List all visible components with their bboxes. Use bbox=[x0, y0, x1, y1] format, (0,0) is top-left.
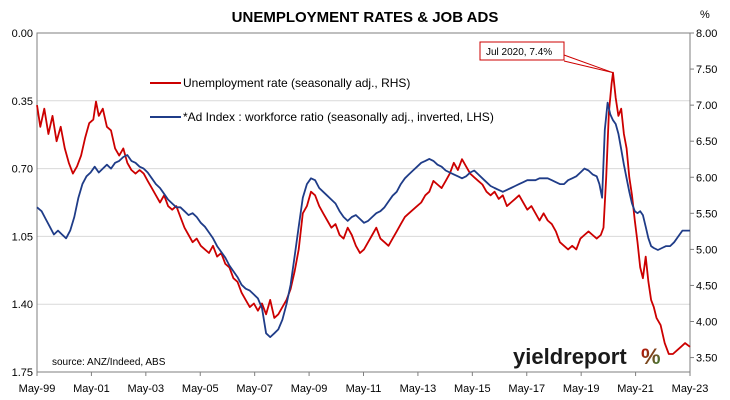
left-tick-label: 0.70 bbox=[12, 164, 33, 176]
x-tick-label: May-09 bbox=[291, 383, 328, 395]
right-axis-ticks: 3.50 4.00 4.50 5.00 5.50 6.00 6.50 7.00 7.50 8.00 bbox=[690, 28, 717, 365]
legend-label-unemployment: Unemployment rate (seasonally adj., RHS) bbox=[183, 76, 410, 90]
logo-wordmark: yieldreport bbox=[513, 344, 627, 369]
annotation-label: Jul 2020, 7.4% bbox=[486, 47, 552, 58]
logo-percent-sign: % bbox=[641, 344, 661, 369]
x-tick-label: May-13 bbox=[400, 383, 437, 395]
right-tick-label: 3.50 bbox=[696, 353, 717, 365]
left-axis-ticks: 0.00 0.35 0.70 1.05 1.40 1.75 bbox=[12, 28, 33, 379]
annotation-leader bbox=[563, 60, 614, 74]
unemployment-rate-line bbox=[36, 71, 691, 355]
right-tick-label: 6.00 bbox=[696, 172, 717, 184]
annotation-leader bbox=[563, 54, 614, 74]
ad-index-line bbox=[36, 101, 690, 338]
left-tick-label: 0.00 bbox=[12, 28, 33, 40]
right-axis-unit: % bbox=[700, 9, 710, 21]
source-note: source: ANZ/Indeed, ABS bbox=[52, 357, 166, 368]
x-tick-label: May-17 bbox=[508, 383, 545, 395]
x-tick-label: May-03 bbox=[127, 383, 164, 395]
right-tick-label: 7.00 bbox=[696, 100, 717, 112]
peak-annotation: Jul 2020, 7.4% bbox=[479, 41, 614, 74]
x-axis-ticks: May-99 May-01 May-03 May-05 May-07 May-09 May-… bbox=[19, 372, 709, 395]
right-tick-label: 7.50 bbox=[696, 64, 717, 76]
legend-label-ads: *Ad Index : workforce ratio (seasonally … bbox=[183, 110, 494, 124]
right-tick-label: 5.50 bbox=[696, 208, 717, 220]
left-tick-label: 1.40 bbox=[12, 299, 33, 311]
yieldreport-logo: yieldreport % bbox=[513, 344, 661, 369]
right-tick-label: 8.00 bbox=[696, 28, 717, 40]
x-tick-label: May-21 bbox=[617, 383, 654, 395]
x-tick-label: May-01 bbox=[73, 383, 110, 395]
annotation-box bbox=[479, 41, 565, 61]
x-tick-label: May-11 bbox=[346, 383, 382, 395]
left-tick-label: 0.35 bbox=[12, 96, 33, 108]
right-tick-label: 4.00 bbox=[696, 317, 717, 329]
chart-title: UNEMPLOYMENT RATES & JOB ADS bbox=[232, 9, 499, 26]
x-tick-label: May-07 bbox=[236, 383, 273, 395]
left-tick-label: 1.75 bbox=[12, 367, 33, 379]
right-tick-label: 6.50 bbox=[696, 136, 717, 148]
left-tick-label: 1.05 bbox=[12, 231, 33, 243]
legend: Unemployment rate (seasonally adj., RHS)… bbox=[150, 76, 494, 124]
right-tick-label: 4.50 bbox=[696, 280, 717, 292]
x-tick-label: May-99 bbox=[19, 383, 56, 395]
x-tick-label: May-23 bbox=[672, 383, 709, 395]
x-tick-label: May-05 bbox=[182, 383, 219, 395]
right-tick-label: 5.00 bbox=[696, 244, 717, 256]
series-layer bbox=[36, 71, 691, 355]
x-tick-label: May-15 bbox=[454, 383, 491, 395]
x-tick-label: May-19 bbox=[563, 383, 600, 395]
